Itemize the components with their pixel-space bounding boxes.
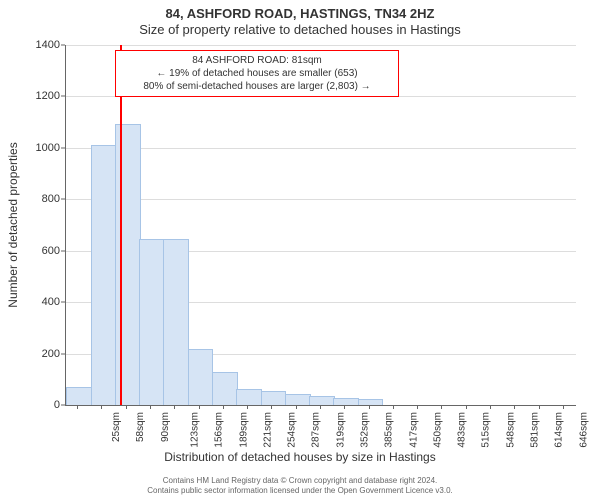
x-tick-mark — [539, 405, 540, 409]
x-tick-label: 221sqm — [262, 412, 273, 448]
x-tick-label: 189sqm — [238, 412, 249, 448]
x-tick-label: 319sqm — [335, 412, 346, 448]
x-tick-mark — [271, 405, 272, 409]
histogram-bar — [309, 396, 335, 405]
x-tick-mark — [441, 405, 442, 409]
x-tick-mark — [150, 405, 151, 409]
x-tick-mark — [490, 405, 491, 409]
chart-container: 84, ASHFORD ROAD, HASTINGS, TN34 2HZ Siz… — [0, 0, 600, 500]
histogram-bar — [333, 398, 359, 405]
property-marker-line — [120, 45, 122, 405]
annotation-line: 84 ASHFORD ROAD: 81sqm — [122, 54, 392, 67]
y-tick-label: 800 — [0, 193, 60, 205]
y-tick-label: 400 — [0, 296, 60, 308]
y-tick-label: 1000 — [0, 142, 60, 154]
x-axis-label: Distribution of detached houses by size … — [0, 450, 600, 464]
x-tick-mark — [174, 405, 175, 409]
x-tick-label: 548sqm — [505, 412, 516, 448]
x-tick-label: 58sqm — [135, 412, 146, 442]
x-tick-label: 515sqm — [481, 412, 492, 448]
gridline — [66, 148, 576, 149]
y-tick-label: 1200 — [0, 90, 60, 102]
x-tick-mark — [101, 405, 102, 409]
x-tick-label: 123sqm — [190, 412, 201, 448]
x-tick-mark — [417, 405, 418, 409]
x-tick-label: 90sqm — [160, 412, 171, 442]
histogram-bar — [236, 389, 262, 405]
histogram-bar — [163, 239, 189, 405]
x-tick-mark — [344, 405, 345, 409]
x-tick-label: 385sqm — [384, 412, 395, 448]
x-tick-mark — [126, 405, 127, 409]
x-tick-mark — [369, 405, 370, 409]
x-tick-mark — [199, 405, 200, 409]
annotation-box: 84 ASHFORD ROAD: 81sqm ← 19% of detached… — [115, 50, 399, 97]
footer-line1: Contains HM Land Registry data © Crown c… — [0, 476, 600, 486]
x-tick-label: 450sqm — [432, 412, 443, 448]
plot-area — [65, 45, 576, 406]
x-tick-mark — [296, 405, 297, 409]
x-tick-mark — [514, 405, 515, 409]
gridline — [66, 45, 576, 46]
gridline — [66, 199, 576, 200]
y-tick-label: 600 — [0, 245, 60, 257]
histogram-bar — [115, 124, 141, 405]
histogram-bar — [212, 372, 238, 405]
histogram-bar — [139, 239, 165, 405]
x-tick-label: 483sqm — [457, 412, 468, 448]
x-tick-mark — [466, 405, 467, 409]
histogram-bar — [66, 387, 92, 405]
histogram-bar — [358, 399, 384, 405]
x-tick-mark — [223, 405, 224, 409]
y-axis-label: Number of detached properties — [6, 142, 20, 307]
x-tick-mark — [563, 405, 564, 409]
x-tick-mark — [77, 405, 78, 409]
y-tick-label: 200 — [0, 348, 60, 360]
footer-line2: Contains public sector information licen… — [0, 486, 600, 496]
x-tick-label: 254sqm — [287, 412, 298, 448]
x-tick-mark — [320, 405, 321, 409]
x-tick-label: 156sqm — [214, 412, 225, 448]
histogram-bar — [285, 394, 311, 405]
x-tick-label: 25sqm — [111, 412, 122, 442]
x-tick-mark — [247, 405, 248, 409]
x-tick-label: 581sqm — [530, 412, 541, 448]
y-tick-label: 0 — [0, 399, 60, 411]
chart-title-line2: Size of property relative to detached ho… — [0, 22, 600, 37]
chart-title-line1: 84, ASHFORD ROAD, HASTINGS, TN34 2HZ — [0, 6, 600, 21]
y-tick-label: 1400 — [0, 39, 60, 51]
x-tick-label: 417sqm — [408, 412, 419, 448]
histogram-bar — [188, 349, 214, 405]
x-tick-label: 646sqm — [578, 412, 589, 448]
histogram-bar — [261, 391, 287, 405]
annotation-line: 80% of semi-detached houses are larger (… — [122, 80, 392, 93]
x-tick-label: 614sqm — [554, 412, 565, 448]
x-tick-label: 287sqm — [311, 412, 322, 448]
histogram-bar — [91, 145, 117, 405]
annotation-line: ← 19% of detached houses are smaller (65… — [122, 67, 392, 80]
x-tick-mark — [393, 405, 394, 409]
x-tick-label: 352sqm — [360, 412, 371, 448]
